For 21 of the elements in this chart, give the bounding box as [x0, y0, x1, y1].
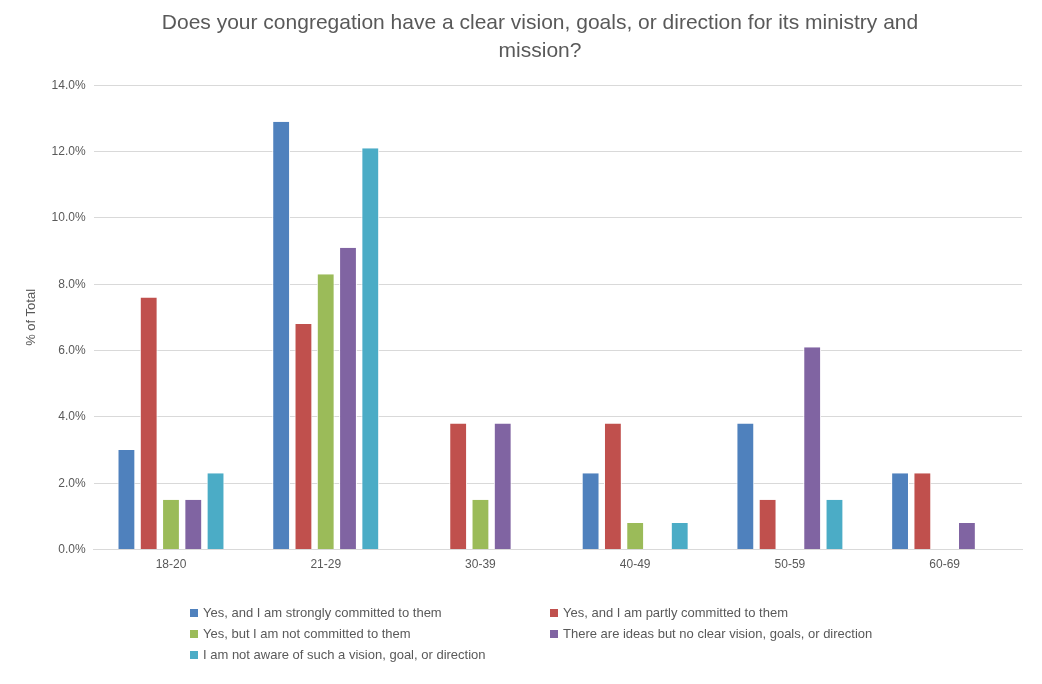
y-tick-label: 12.0%	[51, 143, 86, 158]
y-axis-title: % of Total	[23, 288, 39, 346]
y-tick-label: 6.0%	[58, 342, 86, 357]
x-tick-label: 30-39	[465, 557, 497, 572]
legend-label: Yes, but I am not committed to them	[202, 626, 412, 641]
x-tick-label: 40-49	[619, 557, 651, 572]
x-tick-label: 18-20	[155, 557, 187, 572]
y-tick-label: 8.0%	[58, 276, 86, 291]
legend-label: There are ideas but no clear vision, goals, or direction	[562, 626, 874, 641]
x-tick-label: 60-69	[929, 557, 961, 572]
legend-label: I am not aware of such a vision, goal, or direction	[202, 647, 487, 662]
legend-label: Yes, and I am partly committed to them	[562, 605, 789, 620]
y-tick-label: 10.0%	[51, 210, 86, 225]
y-tick-label: 0.0%	[58, 541, 86, 556]
y-tick-label: 14.0%	[51, 77, 86, 92]
chart-title: Does your congregation have a clear vision, goals, or direction for its ministry and mission?	[160, 9, 920, 63]
legend-label: Yes, and I am strongly committed to them	[202, 605, 443, 620]
y-tick-label: 4.0%	[58, 409, 86, 424]
y-tick-label: 2.0%	[58, 475, 86, 490]
x-tick-label: 21-29	[310, 557, 342, 572]
x-tick-label: 50-59	[774, 557, 806, 572]
